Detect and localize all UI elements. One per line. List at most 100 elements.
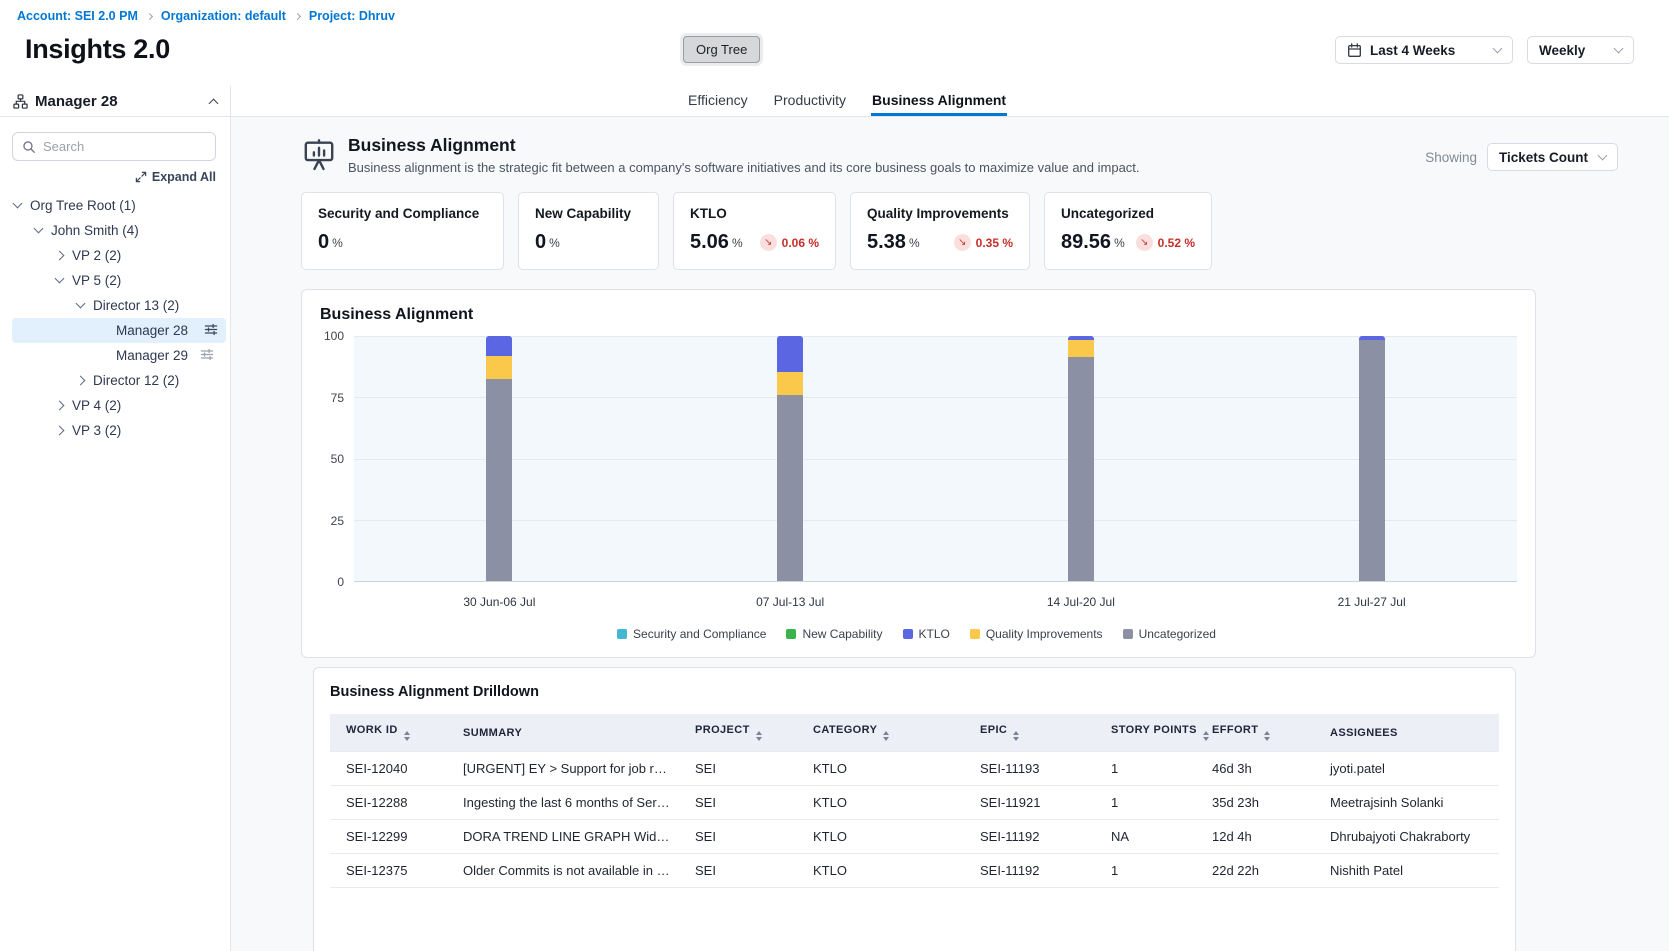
cell-effort: 46d 3h <box>1196 751 1314 786</box>
metric-select[interactable]: Tickets Count <box>1487 143 1618 171</box>
tree-node-director122[interactable]: Director 12 (2) <box>0 368 230 393</box>
stacked-bar-3[interactable] <box>1067 336 1094 581</box>
org-tree-button[interactable]: Org Tree <box>683 36 761 63</box>
column-header-label: EPIC <box>980 724 1008 736</box>
legend-item-ktlo[interactable]: KTLO <box>902 627 950 641</box>
filters-icon[interactable] <box>204 323 218 339</box>
expand-all-button[interactable]: Expand All <box>0 170 216 184</box>
y-tick-label: 100 <box>323 329 344 343</box>
chevron-right-icon[interactable] <box>54 250 65 261</box>
bar-segment-quality-improvements <box>486 355 513 379</box>
cell-epic: SEI-11192 <box>964 819 1095 854</box>
chevron-right-icon[interactable] <box>75 375 86 386</box>
tree-node-vp22[interactable]: VP 2 (2) <box>0 243 230 268</box>
cell-story-points: 1 <box>1095 785 1196 820</box>
content: Business Alignment Business alignment is… <box>231 117 1669 951</box>
sort-icon[interactable] <box>755 731 762 741</box>
cell-summary: Ingesting the last 6 months of ServiceN.… <box>447 785 679 820</box>
table-row[interactable]: SEI-12305EY > Verify if ingestion is wor… <box>330 887 1499 897</box>
cell-story-points: 1 <box>1095 751 1196 786</box>
legend-label: Security and Compliance <box>633 627 767 641</box>
cell-assignees: Meetrajsinh Solanki <box>1314 785 1499 820</box>
tree-node-vp32[interactable]: VP 3 (2) <box>0 418 230 443</box>
column-header-category[interactable]: CATEGORY <box>797 714 964 752</box>
breadcrumb-link[interactable]: Organization: default <box>160 9 286 23</box>
chevron-down-icon[interactable] <box>33 223 44 234</box>
sort-icon[interactable] <box>403 731 410 741</box>
column-header-label: PROJECT <box>695 724 750 736</box>
stacked-bar-4[interactable] <box>1358 336 1385 581</box>
sidebar-header[interactable]: Manager 28 <box>0 86 230 117</box>
legend-item-uncategorized[interactable]: Uncategorized <box>1122 627 1216 641</box>
column-header-summary: SUMMARY <box>447 714 679 752</box>
column-header-effort[interactable]: EFFORT <box>1196 714 1314 752</box>
chevron-down-icon[interactable] <box>75 298 86 309</box>
tab-efficiency[interactable]: Efficiency <box>688 91 748 108</box>
sort-icon[interactable] <box>1264 731 1271 741</box>
stat-card-value-row: 5.38% ↘ 0.35 % <box>867 231 1013 254</box>
chevron-down-icon[interactable] <box>54 273 65 284</box>
trend-down-arrow-icon: ↘ <box>1135 234 1153 251</box>
bar-segment-uncategorized <box>486 378 513 581</box>
legend-item-quality-improvements[interactable]: Quality Improvements <box>969 627 1103 641</box>
tree-node-manager28[interactable]: Manager 28 <box>12 318 226 343</box>
column-header-project[interactable]: PROJECT <box>679 714 797 752</box>
column-header-epic[interactable]: EPIC <box>964 714 1095 752</box>
tab-productivity[interactable]: Productivity <box>773 91 847 108</box>
cell-effort: 12d 4h <box>1196 819 1314 854</box>
table-row[interactable]: SEI-12288 Ingesting the last 6 months of … <box>330 785 1499 820</box>
sort-icon[interactable] <box>883 731 890 741</box>
cell-work-id: SEI-12040 <box>330 751 447 786</box>
tree-node-vp42[interactable]: VP 4 (2) <box>0 393 230 418</box>
breadcrumb-link[interactable]: Project: Dhruv <box>308 9 395 23</box>
chevron-right-icon[interactable] <box>54 425 65 436</box>
bar-segment-ktlo <box>1358 336 1385 340</box>
drilldown-card: Business Alignment Drilldown WORK ID SUMM… <box>313 667 1516 951</box>
legend-swatch <box>969 629 980 639</box>
tree-node-director132[interactable]: Director 13 (2) <box>0 293 230 318</box>
tab-business-alignment[interactable]: Business Alignment <box>871 86 1008 116</box>
breadcrumb: Account: SEI 2.0 PM Organization: default… <box>17 9 1634 23</box>
sort-icon[interactable] <box>1202 731 1209 741</box>
granularity-select[interactable]: Weekly <box>1527 36 1634 64</box>
org-tree: Org Tree Root (1) John Smith (4) VP 2 (2) V… <box>0 190 230 951</box>
legend-item-security-and-compliance[interactable]: Security and Compliance <box>617 627 766 641</box>
column-header-label: CATEGORY <box>813 724 878 736</box>
tree-node-vp52[interactable]: VP 5 (2) <box>0 268 230 293</box>
column-header-label: ASSIGNEES <box>1330 726 1398 739</box>
table-row[interactable]: SEI-12375 Older Commits is not available … <box>330 853 1499 888</box>
table-row[interactable]: SEI-12040 [URGENT] EY > Support for job r… <box>330 751 1499 786</box>
stat-card-ktlo: KTLO 5.06% ↘ 0.06 % <box>673 192 836 270</box>
column-header-story-points[interactable]: STORY POINTS <box>1095 714 1209 752</box>
tree-node-orgtreeroot1[interactable]: Org Tree Root (1) <box>0 193 230 218</box>
legend-label: KTLO <box>918 627 950 641</box>
tree-node-johnsmith4[interactable]: John Smith (4) <box>0 218 230 243</box>
chevron-right-icon[interactable] <box>54 400 65 411</box>
expand-all-label: Expand All <box>151 170 216 184</box>
sort-icon[interactable] <box>1013 731 1020 741</box>
search-input[interactable] <box>43 139 219 154</box>
cell-summary: Older Commits is not available in SEI - … <box>447 853 679 888</box>
date-range-select[interactable]: Last 4 Weeks <box>1335 36 1513 64</box>
chevron-down-icon[interactable] <box>12 198 23 209</box>
filters-icon[interactable] <box>200 348 214 364</box>
bar-segment-ktlo <box>777 336 804 372</box>
legend-swatch <box>902 629 913 639</box>
cell-assignees: jyoti.patel <box>1314 751 1499 786</box>
drilldown-table-container[interactable]: WORK ID SUMMARY PROJECT CATEGORY EPIC STORY P… <box>330 714 1499 897</box>
stacked-bar-1[interactable] <box>486 336 513 581</box>
stat-card-security-and-compliance: Security and Compliance 0% <box>301 192 504 270</box>
breadcrumb-link[interactable]: Account: SEI 2.0 PM <box>17 9 138 23</box>
chevron-down-icon <box>1492 43 1503 53</box>
tree-node-manager29[interactable]: Manager 29 <box>0 343 230 368</box>
bar-segment-uncategorized <box>1358 339 1385 581</box>
column-header-work-id[interactable]: WORK ID <box>330 714 447 752</box>
stacked-bar-2[interactable] <box>777 336 804 581</box>
stat-card-delta-badge: ↘ 0.35 % <box>953 234 1013 251</box>
stat-card-delta-badge: ↘ 0.06 % <box>759 234 819 251</box>
collapse-icon[interactable] <box>208 98 219 108</box>
business-alignment-chart-card: Business Alignment 0 25 50 75 100 30 Jun-06 … <box>301 289 1536 658</box>
legend-item-new-capability[interactable]: New Capability <box>786 627 883 641</box>
tree-node-label: VP 3 (2) <box>72 423 122 438</box>
